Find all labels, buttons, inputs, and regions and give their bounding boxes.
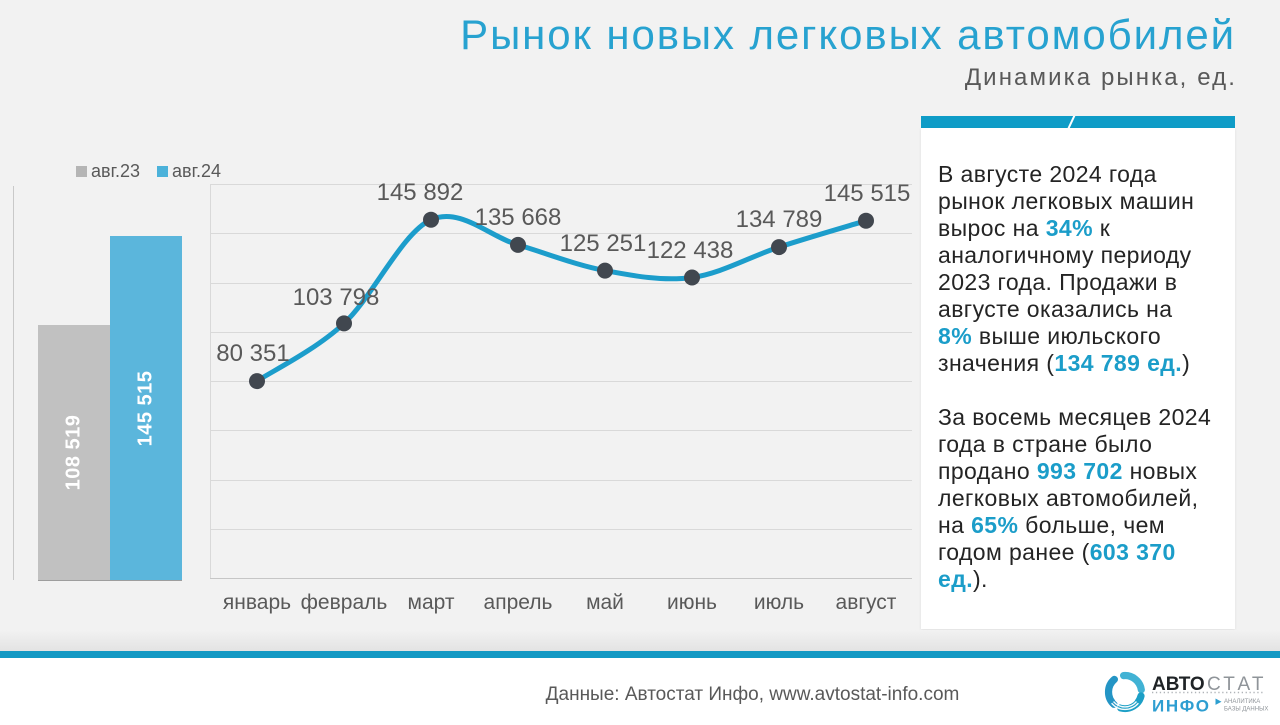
svg-text:АВТО: АВТО bbox=[1152, 674, 1205, 695]
svg-text:АНАЛИТИКА: АНАЛИТИКА bbox=[1224, 699, 1260, 705]
svg-text:БАЗЫ ДАННЫХ: БАЗЫ ДАННЫХ bbox=[1224, 707, 1268, 713]
svg-text:СТАТ: СТАТ bbox=[1207, 674, 1267, 695]
svg-text:ИНФО: ИНФО bbox=[1152, 697, 1211, 716]
